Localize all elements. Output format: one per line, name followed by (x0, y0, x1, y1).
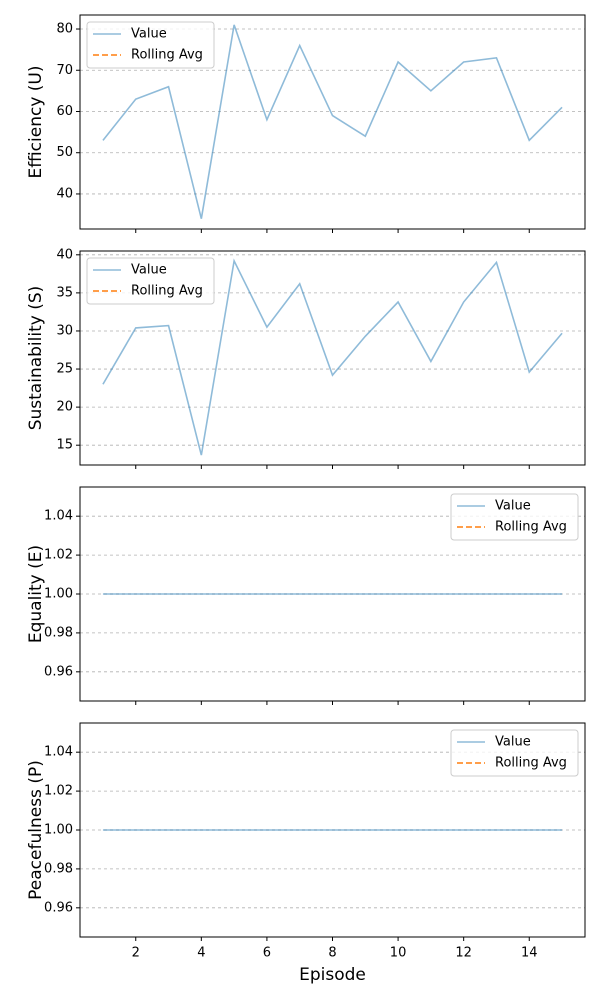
x-tick-label: 8 (328, 946, 336, 961)
x-tick-label: 6 (263, 946, 271, 961)
y-tick-label: 1.02 (44, 784, 73, 799)
y-axis-label: Efficiency (U) (26, 66, 46, 179)
axes-frame (79, 250, 586, 466)
legend-label: Value (131, 27, 167, 42)
axes-frame (79, 486, 586, 702)
y-tick-label: 30 (56, 323, 73, 338)
x-tick-label: 12 (455, 946, 472, 961)
y-tick-label: 25 (56, 362, 73, 377)
y-tick-label: 80 (56, 22, 73, 37)
x-tick-label: 10 (390, 946, 407, 961)
y-tick-label: 1.04 (44, 509, 73, 524)
series-line (102, 24, 563, 219)
y-tick-label: 40 (56, 186, 73, 201)
legend-label: Rolling Avg (131, 284, 203, 299)
y-axis-label: Equality (E) (26, 545, 46, 643)
x-tick-label: 2 (132, 946, 140, 961)
y-tick-label: 35 (56, 285, 73, 300)
x-tick-label: 4 (197, 946, 205, 961)
y-tick-label: 20 (56, 400, 73, 415)
y-tick-label: 15 (56, 438, 73, 453)
y-tick-label: 0.98 (44, 861, 73, 876)
legend-label: Value (495, 499, 531, 514)
y-tick-label: 40 (56, 247, 73, 262)
legend-label: Rolling Avg (131, 48, 203, 63)
y-tick-label: 0.96 (44, 664, 73, 679)
legend-label: Rolling Avg (495, 756, 567, 771)
y-tick-label: 1.00 (44, 587, 73, 602)
x-tick-label: 14 (521, 946, 538, 961)
y-tick-label: 50 (56, 145, 73, 160)
y-tick-label: 70 (56, 63, 73, 78)
y-tick-label: 1.00 (44, 823, 73, 838)
series-line (102, 258, 563, 456)
legend-label: Rolling Avg (495, 520, 567, 535)
axes-frame (79, 14, 586, 230)
legend-label: Value (131, 263, 167, 278)
legend-label: Value (495, 735, 531, 750)
y-axis-label: Peacefulness (P) (26, 760, 46, 900)
x-axis-label: Episode (299, 965, 366, 985)
y-tick-label: 0.96 (44, 900, 73, 915)
y-tick-label: 60 (56, 104, 73, 119)
y-tick-label: 0.98 (44, 625, 73, 640)
y-tick-label: 1.04 (44, 745, 73, 760)
y-axis-label: Sustainability (S) (26, 286, 46, 431)
axes-frame (79, 722, 586, 938)
y-tick-label: 1.02 (44, 548, 73, 563)
